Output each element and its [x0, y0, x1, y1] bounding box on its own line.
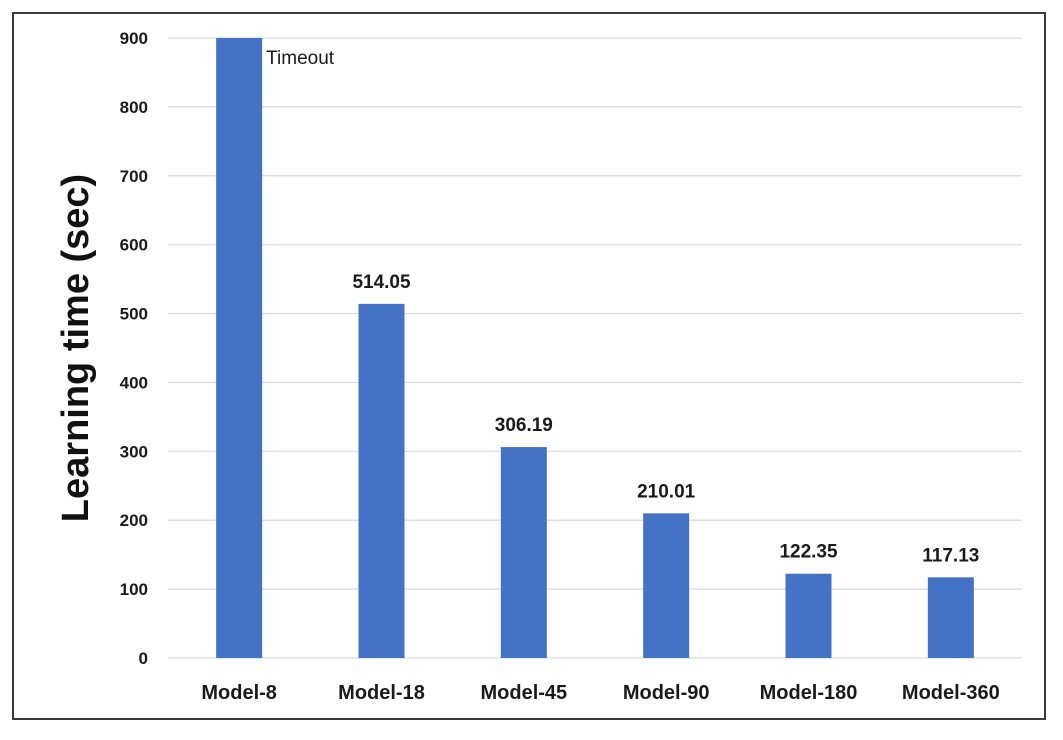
- y-tick-labels: 0 100 200 300 400 500 600 700 800 900: [120, 29, 148, 668]
- y-tick-label: 700: [120, 167, 148, 186]
- x-tick-label: Model-180: [760, 682, 858, 704]
- y-tick-label: 300: [120, 442, 148, 461]
- x-tick-label: Model-45: [480, 682, 567, 704]
- data-label: Timeout: [266, 48, 335, 69]
- data-label: 514.05: [352, 272, 411, 293]
- x-tick-labels: Model-8 Model-18 Model-45 Model-90 Model-180…: [201, 682, 999, 704]
- data-label: 122.35: [779, 542, 838, 563]
- x-tick-label: Model-360: [902, 682, 1000, 704]
- y-tick-label: 100: [120, 580, 148, 599]
- bar: [358, 303, 405, 658]
- bar: [927, 577, 974, 658]
- x-tick-label: Model-90: [623, 682, 710, 704]
- data-label: 306.19: [495, 415, 553, 436]
- y-tick-label: 0: [139, 649, 148, 668]
- data-label: 117.13: [922, 545, 979, 566]
- data-label: 210.01: [637, 481, 696, 502]
- bar: [643, 513, 690, 658]
- y-axis-label: Learning time (sec): [55, 174, 97, 522]
- bar: [785, 573, 832, 658]
- x-tick-label: Model-8: [201, 682, 277, 704]
- y-tick-label: 800: [120, 98, 148, 117]
- bar: [500, 447, 547, 658]
- gridlines: [168, 37, 1022, 659]
- y-tick-label: 200: [120, 511, 148, 530]
- y-tick-label: 500: [120, 305, 148, 324]
- x-tick-label: Model-18: [338, 682, 425, 704]
- data-labels: Timeout 514.05 306.19 210.01 122.35 117.13: [266, 48, 979, 566]
- y-tick-label: 900: [120, 29, 148, 48]
- bar: [216, 38, 263, 658]
- y-tick-label: 400: [120, 373, 148, 392]
- y-tick-label: 600: [120, 236, 148, 255]
- bars: [216, 38, 974, 658]
